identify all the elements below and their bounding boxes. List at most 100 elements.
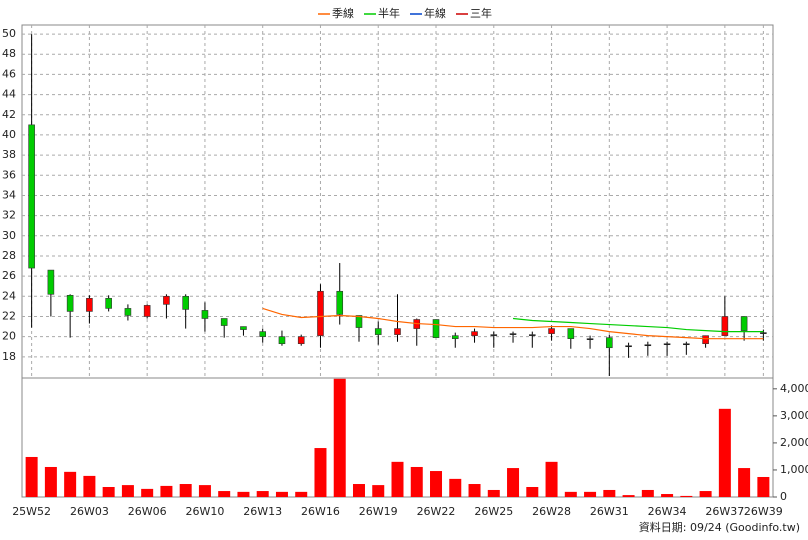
candle-body: [509, 333, 517, 335]
y-tick-label: 20: [2, 330, 16, 343]
volume-bar: [295, 491, 308, 497]
y-tick-label: 46: [2, 67, 16, 80]
x-tick-label: 26W34: [648, 505, 687, 518]
x-tick-label: 26W25: [474, 505, 513, 518]
y-tick-label: 42: [2, 108, 16, 121]
candle-body: [259, 331, 267, 337]
legend-label: 半年: [378, 6, 400, 20]
candle-body: [606, 337, 613, 349]
y2-tick-label: 1,000: [780, 463, 808, 476]
volume-bar: [275, 491, 288, 497]
candle-body: [28, 124, 35, 269]
candle-body: [760, 332, 767, 334]
candle-body: [432, 319, 440, 338]
volume-bar: [314, 448, 327, 497]
candle-body: [721, 316, 729, 336]
candle-body: [317, 290, 324, 336]
legend-label: 三年: [470, 6, 492, 20]
candle-body: [182, 296, 189, 310]
y-tick-label: 38: [2, 148, 16, 161]
y2-tick-label: 0: [780, 490, 787, 503]
volume-bar: [352, 484, 365, 497]
volume-bar: [545, 461, 558, 497]
x-tick-label: 26W19: [359, 505, 398, 518]
candle-body: [220, 318, 228, 326]
x-tick-label: 26W06: [128, 505, 167, 518]
volume-bar: [121, 485, 134, 497]
y-tick-label: 24: [2, 289, 16, 302]
volume-bar: [661, 494, 674, 497]
volume-bar: [603, 489, 616, 497]
x-tick-label: 26W37: [705, 505, 744, 518]
x-tick-label: 26W16: [301, 505, 340, 518]
volume-bar: [622, 495, 635, 497]
candle-body: [105, 298, 112, 309]
volume-bar: [699, 491, 712, 497]
plot-frame: [21, 24, 774, 498]
y-tick-label: 22: [2, 309, 16, 322]
candle-body: [143, 305, 151, 317]
volume-bar: [218, 491, 231, 497]
y-tick-label: 26: [2, 269, 16, 282]
volume-bar: [391, 461, 404, 497]
x-tick-label: 26W28: [532, 505, 571, 518]
volume-bar: [44, 466, 57, 497]
volume-bar: [83, 475, 96, 497]
candle-body: [163, 296, 170, 305]
volume-bar: [468, 484, 481, 497]
x-tick-label: 26W39: [744, 505, 783, 518]
candle-body: [471, 331, 478, 336]
volume-bar: [141, 488, 154, 497]
y-tick-label: 30: [2, 229, 16, 242]
candle-body: [644, 344, 652, 347]
volume-bar: [102, 486, 115, 497]
candle-body: [355, 315, 363, 328]
volume-bar: [507, 468, 520, 497]
y2-tick-label: 3,000: [780, 409, 808, 422]
candle-body: [47, 269, 55, 295]
candle-body: [663, 343, 671, 346]
volume-bar: [680, 495, 693, 497]
volume-bar: [256, 491, 269, 497]
candle-body: [490, 334, 498, 336]
y-tick-label: 32: [2, 209, 16, 222]
candle-body: [336, 290, 344, 315]
candle-body: [201, 310, 209, 319]
volume-bar: [25, 456, 38, 497]
volume-bar: [738, 468, 751, 497]
ma-line: [262, 307, 764, 340]
candle-body: [702, 335, 709, 345]
volume-bar: [333, 378, 346, 497]
candle-body: [297, 336, 305, 345]
ma-line: [512, 317, 764, 333]
y-tick-label: 48: [2, 47, 16, 60]
y2-tick-label: 4,000: [780, 382, 808, 395]
candle-body: [124, 308, 132, 316]
x-tick-label: 26W10: [185, 505, 224, 518]
volume-bar: [718, 408, 731, 497]
volume-bar: [160, 485, 173, 497]
volume-bar: [641, 489, 654, 497]
volume-bar: [410, 466, 423, 497]
volume-bar: [372, 485, 385, 497]
x-tick-label: 26W22: [417, 505, 456, 518]
y-tick-label: 44: [2, 88, 16, 101]
candle-body: [394, 328, 401, 335]
candle-body: [240, 326, 247, 330]
y-tick-label: 36: [2, 168, 16, 181]
y-tick-label: 28: [2, 249, 16, 262]
y-tick-label: 18: [2, 350, 16, 363]
footnote: 資料日期: 09/24 (Goodinfo.tw): [639, 520, 800, 534]
candle-body: [374, 328, 382, 335]
legend-label: 季線: [332, 6, 354, 20]
candle-body: [86, 298, 93, 312]
volume-bar: [64, 471, 77, 497]
candle-body: [451, 335, 459, 339]
volume-bar: [449, 478, 462, 497]
volume-bar: [564, 491, 577, 497]
candle-body: [586, 338, 594, 340]
candle-body: [625, 345, 632, 348]
candle-body: [528, 334, 536, 336]
y2-tick-label: 2,000: [780, 436, 808, 449]
